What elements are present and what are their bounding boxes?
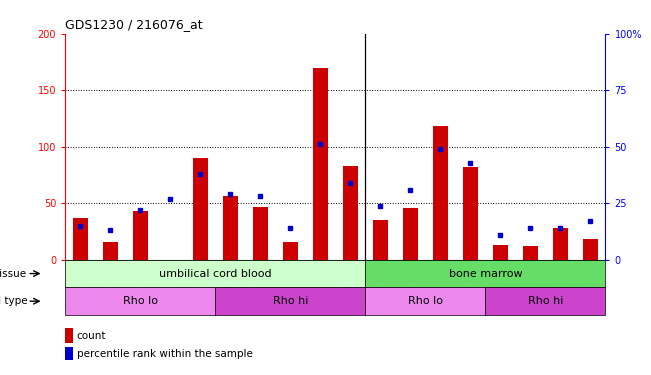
Bar <box>312 68 327 260</box>
Text: bone marrow: bone marrow <box>449 268 522 279</box>
Bar <box>215 287 365 315</box>
Text: GDS1230 / 216076_at: GDS1230 / 216076_at <box>65 18 202 31</box>
Bar <box>365 260 605 287</box>
Text: count: count <box>77 331 106 340</box>
Text: cell type: cell type <box>0 296 27 306</box>
Bar <box>103 242 118 260</box>
Bar <box>373 220 388 260</box>
Text: Rho lo: Rho lo <box>408 296 443 306</box>
Bar <box>433 126 448 260</box>
Bar <box>523 246 538 260</box>
Text: Rho hi: Rho hi <box>273 296 308 306</box>
Bar <box>193 158 208 260</box>
Bar <box>365 287 486 315</box>
Bar <box>73 218 88 260</box>
Text: tissue: tissue <box>0 268 27 279</box>
Bar <box>463 167 478 260</box>
Bar <box>223 196 238 260</box>
Bar <box>253 207 268 260</box>
Bar <box>553 228 568 260</box>
Bar <box>493 245 508 260</box>
Bar <box>65 260 365 287</box>
Bar <box>343 166 358 260</box>
Text: Rho hi: Rho hi <box>528 296 563 306</box>
Bar <box>65 287 215 315</box>
Bar <box>283 242 298 260</box>
Bar <box>133 211 148 260</box>
Bar <box>486 287 605 315</box>
Bar <box>403 208 418 260</box>
Bar <box>583 239 598 260</box>
Text: Rho lo: Rho lo <box>122 296 158 306</box>
Text: percentile rank within the sample: percentile rank within the sample <box>77 349 253 358</box>
Text: umbilical cord blood: umbilical cord blood <box>159 268 271 279</box>
